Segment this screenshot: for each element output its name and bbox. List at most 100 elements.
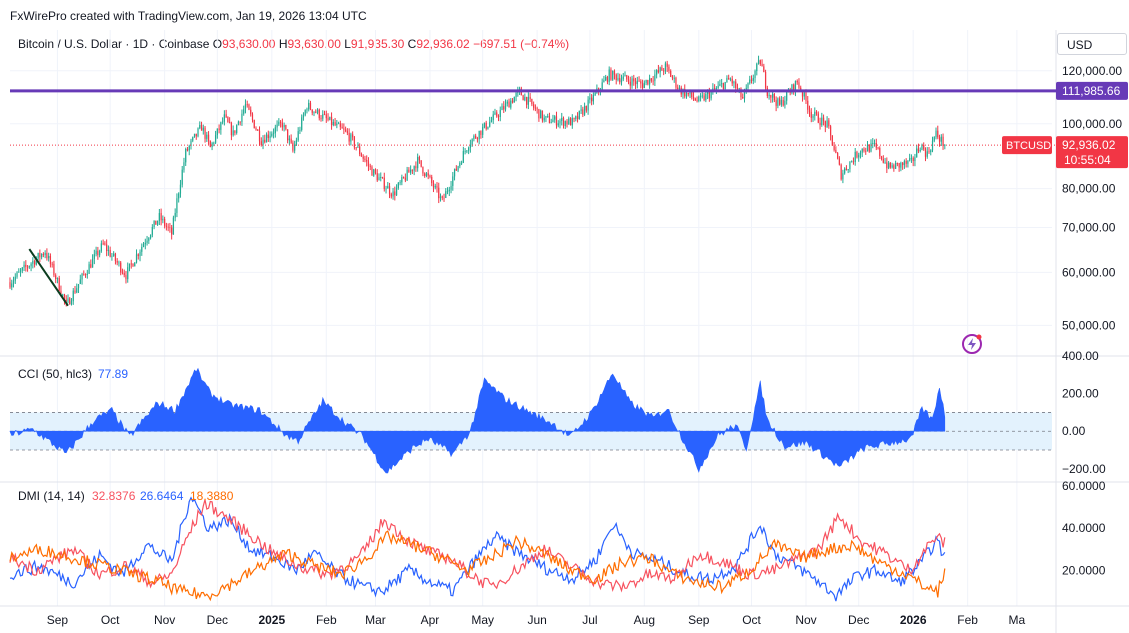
candle — [555, 111, 558, 129]
candle — [931, 136, 934, 153]
candle — [699, 93, 702, 102]
candle — [940, 134, 942, 146]
candle — [114, 252, 117, 265]
candle-body — [478, 130, 480, 140]
candle — [202, 124, 204, 135]
candle-body — [448, 189, 450, 192]
candle-body — [480, 130, 482, 135]
candle — [675, 76, 677, 92]
high-value: 93,630.00 — [287, 37, 341, 51]
candle — [204, 125, 206, 143]
candle-body — [548, 116, 551, 123]
candle-body — [316, 109, 319, 113]
candle-body — [69, 298, 71, 305]
candle-body — [798, 82, 800, 88]
currency-button[interactable]: USD — [1057, 33, 1127, 55]
candle — [524, 93, 526, 102]
candle — [239, 121, 241, 126]
candle-body — [81, 273, 83, 280]
candle — [636, 76, 638, 89]
candle — [731, 75, 733, 87]
candle — [160, 208, 162, 226]
last-price-tag — [1056, 136, 1128, 169]
candle-body — [55, 275, 57, 279]
candle-body — [102, 243, 104, 245]
x-tick-label: Ma — [1009, 613, 1026, 627]
candle — [779, 96, 781, 106]
candle — [852, 157, 855, 165]
candle — [381, 176, 384, 179]
candle — [866, 141, 869, 152]
candle — [575, 115, 577, 122]
candle-body — [594, 92, 596, 96]
candle-body — [450, 185, 452, 190]
candle — [886, 157, 888, 174]
dmi-tick-label: 20.0000 — [1062, 563, 1106, 577]
candle-body — [41, 254, 43, 258]
candle-body — [337, 123, 340, 125]
candle — [424, 172, 426, 178]
candle-body — [656, 70, 658, 75]
candle-body — [622, 76, 624, 80]
candle — [334, 117, 336, 127]
candle — [478, 130, 480, 145]
candle-body — [545, 116, 547, 118]
candle — [534, 104, 537, 112]
candle-body — [311, 109, 313, 113]
candle — [214, 130, 217, 145]
candle — [394, 186, 396, 201]
candle-body — [14, 276, 16, 281]
candle — [390, 192, 392, 199]
candle — [422, 166, 424, 177]
candle-body — [72, 290, 74, 302]
candle-body — [385, 188, 387, 190]
candle — [30, 262, 32, 272]
candle-body — [601, 82, 603, 90]
candle-body — [845, 168, 848, 171]
candle — [466, 150, 468, 154]
candle — [308, 99, 310, 112]
candle — [559, 118, 561, 129]
candle-body — [928, 151, 930, 153]
candle-body — [74, 290, 76, 293]
candle — [401, 174, 403, 186]
candle-body — [255, 128, 257, 130]
candle-body — [824, 121, 826, 127]
candle-body — [742, 97, 744, 99]
candle-body — [757, 60, 760, 64]
candle — [373, 168, 375, 177]
candle — [262, 135, 264, 150]
candle-body — [197, 128, 199, 137]
candle — [687, 92, 689, 97]
candle — [125, 271, 127, 284]
candle-body — [578, 110, 580, 120]
candle-body — [506, 101, 508, 104]
candle-body — [933, 137, 935, 141]
dmi-tick-label: 60.0000 — [1062, 479, 1106, 493]
candle-body — [422, 166, 424, 174]
candle — [230, 121, 233, 141]
x-tick-label: Feb — [957, 613, 978, 627]
candle — [343, 123, 345, 135]
candle — [582, 106, 584, 118]
candle — [592, 92, 594, 105]
candle-body — [323, 114, 326, 116]
candle — [791, 83, 793, 95]
adx-value: 18.3880 — [190, 489, 234, 503]
candle — [627, 75, 630, 85]
candle — [165, 222, 168, 231]
candle-body — [339, 123, 341, 127]
candle-body — [938, 137, 941, 142]
candle — [812, 114, 814, 122]
candle-body — [691, 91, 693, 98]
candle — [246, 100, 248, 108]
candle-body — [898, 162, 900, 168]
candle-body — [569, 118, 572, 126]
candle-body — [434, 185, 436, 188]
candle — [501, 103, 503, 111]
candle — [460, 160, 463, 166]
candle — [121, 268, 124, 275]
candle-body — [77, 283, 80, 289]
candle — [171, 224, 173, 240]
